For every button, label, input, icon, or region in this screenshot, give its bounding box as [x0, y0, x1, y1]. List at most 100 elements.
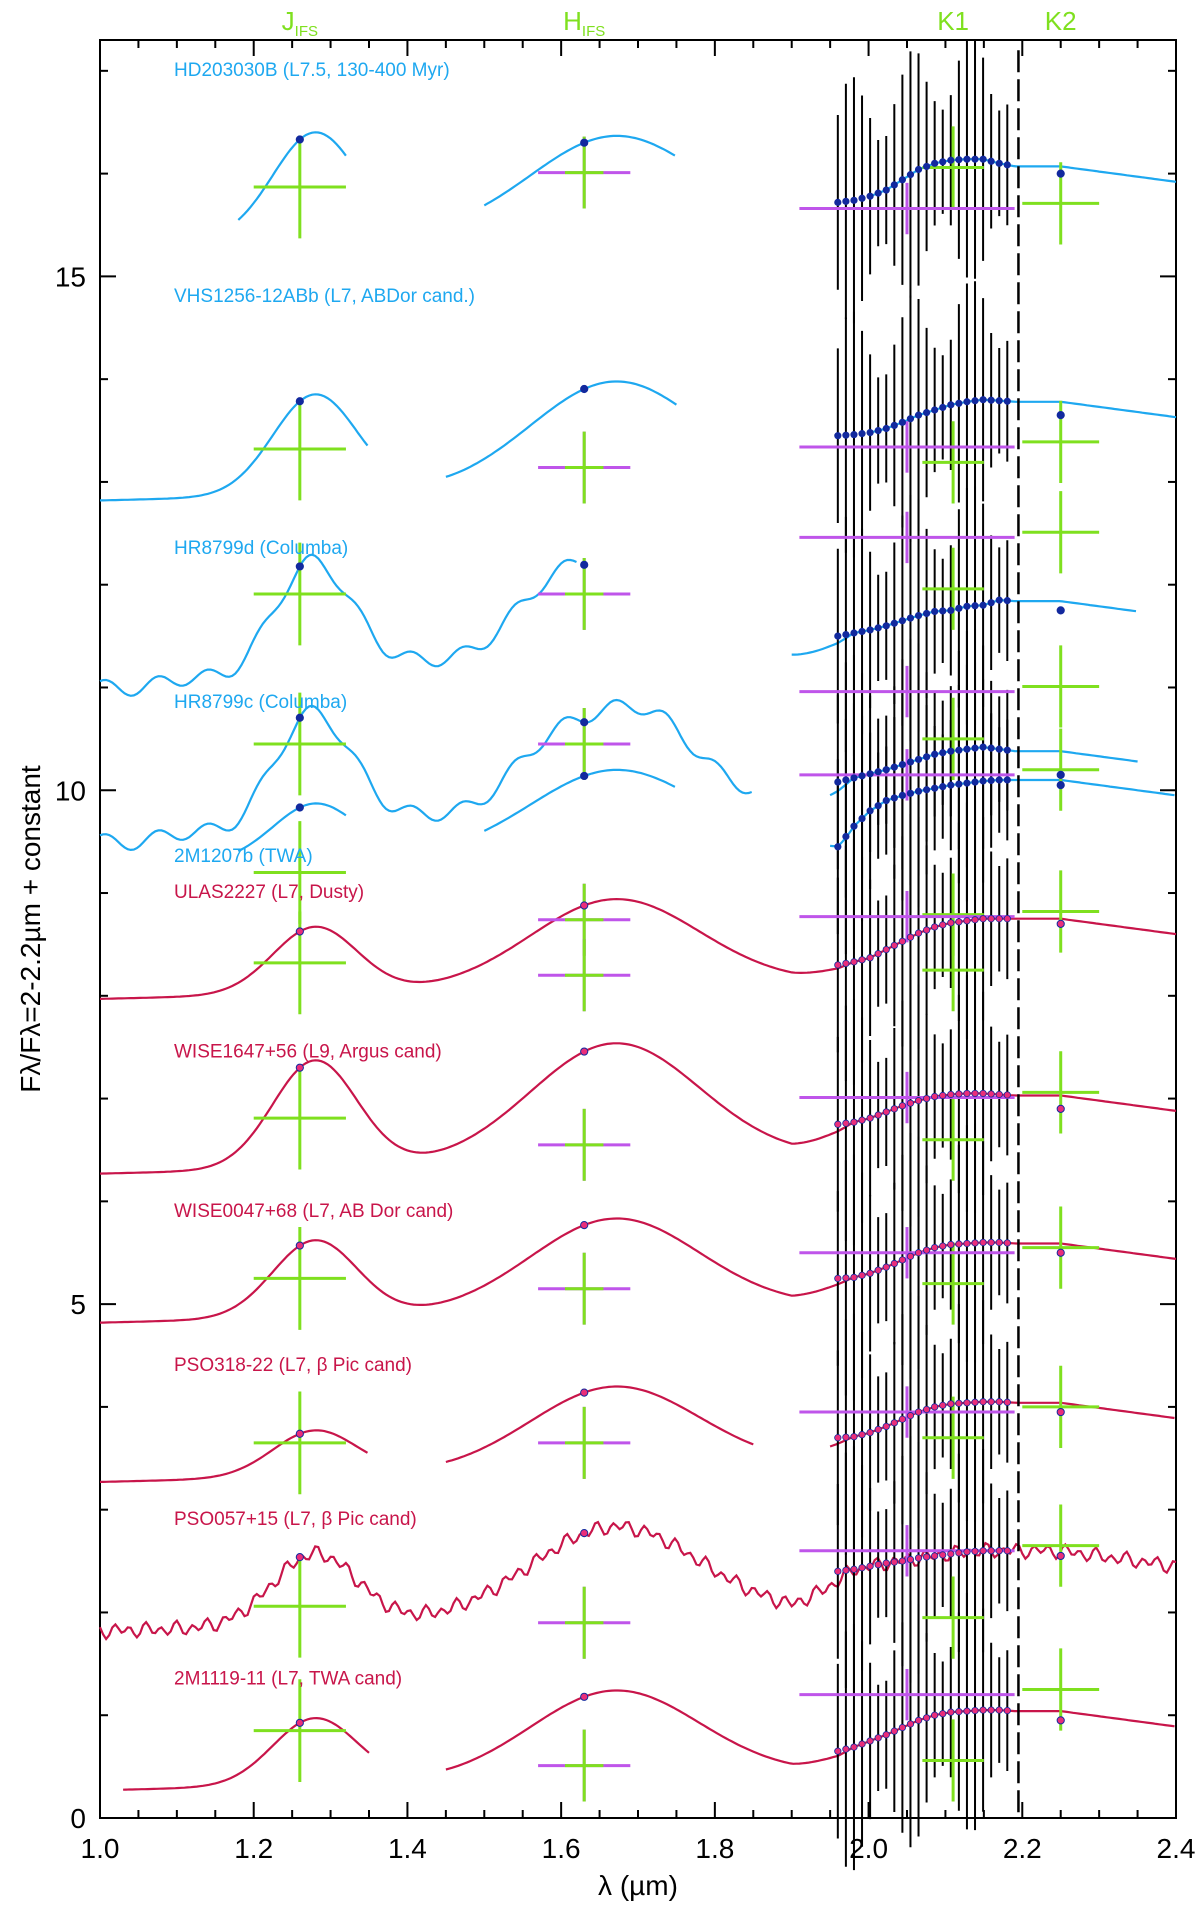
- spectral-point: [890, 421, 898, 430]
- spectral-point: [939, 1401, 947, 1409]
- spectral-point: [858, 956, 866, 964]
- spectral-point: [906, 1099, 915, 1107]
- spectral-point: [850, 196, 858, 204]
- spectral-point: [834, 1274, 842, 1283]
- spectral-point: [882, 1731, 890, 1739]
- spectral-point: [979, 915, 987, 923]
- photometry-point: [295, 927, 304, 936]
- spectral-point: [874, 1561, 882, 1569]
- spectral-point: [906, 1252, 915, 1260]
- y-tick-label: 0: [70, 1803, 86, 1834]
- spectral-point: [898, 1415, 906, 1423]
- spectral-point: [890, 1259, 898, 1268]
- photometry-point: [1056, 919, 1065, 928]
- spectral-point: [842, 1274, 850, 1282]
- spectral-point: [947, 781, 955, 789]
- spectrum-line: [100, 1217, 1177, 1324]
- spectral-point: [987, 599, 995, 607]
- spectral-point: [922, 1405, 931, 1414]
- spectral-point: [995, 1238, 1003, 1247]
- spectral-point: [850, 774, 858, 782]
- spectrum-line: [829, 1400, 1175, 1448]
- spectral-point: [914, 1249, 923, 1257]
- axis-ticks: 1.0 1.2 1.4 1.6 1.8 2.0 2.2 2.4 0 5 10 15: [55, 40, 1195, 1864]
- spectral-point: [987, 1706, 995, 1714]
- spectral-point: [898, 791, 906, 799]
- spectral-point: [866, 1562, 874, 1570]
- spectral-point: [914, 1554, 923, 1562]
- spectral-point: [963, 1548, 971, 1556]
- photometry-point: [580, 771, 589, 781]
- object-label: PSO318-22 (L7, β Pic cand): [174, 1355, 412, 1376]
- object-label: 2M1207b (TWA): [174, 846, 313, 867]
- spectral-point: [882, 1559, 890, 1567]
- spectral-point: [963, 917, 971, 925]
- spectral-point: [866, 428, 874, 437]
- spectral-point: [955, 1549, 963, 1557]
- spectral-point: [971, 1707, 979, 1715]
- spectral-point: [858, 1116, 866, 1124]
- spectral-point: [963, 398, 971, 406]
- spectral-point: [874, 1734, 882, 1742]
- spectral-point: [987, 157, 995, 165]
- spectral-point: [850, 1743, 858, 1751]
- spectral-point: [922, 408, 931, 417]
- spectral-point: [947, 1240, 955, 1249]
- spectral-point: [987, 1398, 995, 1406]
- spectral-point: [890, 619, 898, 627]
- spectral-point: [931, 159, 939, 167]
- photometry-point: [580, 718, 589, 727]
- x-tick-label: 1.6: [542, 1833, 581, 1864]
- spectral-point: [995, 1398, 1003, 1406]
- object-label: HR8799d (Columba): [174, 538, 348, 559]
- spectral-point: [874, 950, 882, 958]
- spectral-point: [987, 1238, 995, 1247]
- spectral-point: [979, 1089, 987, 1098]
- spectral-point: [987, 744, 995, 752]
- spectral-point: [931, 1244, 939, 1252]
- spectral-point: [858, 1431, 866, 1439]
- spectral-point: [1003, 397, 1011, 405]
- band-label: K1: [937, 6, 969, 36]
- x-axis-title: λ (µm): [598, 1870, 678, 1901]
- spectrum-line: [483, 134, 676, 207]
- spectral-point: [898, 937, 906, 945]
- spectral-point: [914, 411, 923, 419]
- spectral-point: [850, 629, 858, 637]
- spectrum-line: [98, 1520, 1177, 1641]
- spectral-point: [1003, 1547, 1011, 1555]
- spectral-point: [1003, 1707, 1011, 1715]
- spectral-point: [987, 1090, 995, 1098]
- spectral-point: [955, 1708, 963, 1716]
- spectral-point: [834, 778, 842, 786]
- spectral-point: [995, 596, 1003, 604]
- photometry-point: [1056, 606, 1065, 615]
- spectral-point: [834, 1434, 842, 1442]
- spectral-point: [963, 602, 971, 610]
- spectrum-line: [445, 380, 678, 478]
- spectral-point: [890, 1558, 898, 1566]
- x-tick-label: 1.4: [388, 1833, 427, 1864]
- spectral-point: [955, 780, 963, 788]
- spectral-point: [898, 176, 906, 184]
- spectral-point: [866, 1428, 874, 1437]
- object-label: 2M1119-11 (L7, TWA cand): [174, 1668, 402, 1689]
- spectral-point: [874, 426, 882, 435]
- spectral-point: [842, 630, 850, 639]
- spectral-point: [979, 1238, 987, 1247]
- spectral-point: [906, 758, 915, 766]
- spectral-point: [850, 431, 858, 439]
- object-label: WISE1647+56 (L9, Argus cand): [174, 1041, 442, 1062]
- spectral-point: [939, 607, 947, 615]
- spectral-point: [963, 1239, 971, 1248]
- band-labels: JIFS HIFS K1 K2: [282, 6, 1077, 40]
- spectrum-line: [99, 1042, 1177, 1175]
- x-tick-label: 1.0: [81, 1833, 120, 1864]
- spectral-point: [890, 1727, 898, 1735]
- spectral-point: [987, 1547, 995, 1555]
- photometry-point: [295, 1429, 304, 1438]
- photometry-point: [580, 1692, 589, 1701]
- spectral-point: [979, 777, 987, 785]
- spectral-point: [882, 796, 890, 805]
- spectral-point: [955, 918, 963, 926]
